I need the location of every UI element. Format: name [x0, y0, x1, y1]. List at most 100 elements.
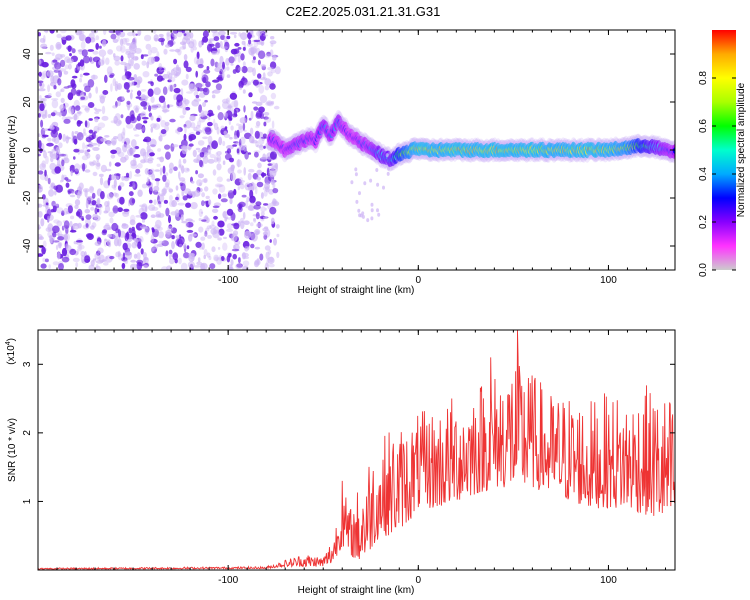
noise-dot	[177, 127, 183, 133]
noise-dot	[215, 152, 218, 157]
noise-dot	[216, 154, 222, 163]
y-tick-label: 2	[22, 430, 33, 436]
noise-dot	[117, 120, 123, 125]
noise-dot	[212, 89, 221, 94]
noise-dot	[44, 169, 47, 177]
noise-dot	[168, 215, 171, 224]
noise-dot	[149, 138, 157, 148]
noise-dot	[264, 245, 271, 251]
noise-dot	[234, 178, 242, 186]
noise-dot	[240, 77, 248, 86]
noise-dot	[61, 247, 68, 257]
noise-dot	[271, 100, 275, 105]
noise-dot	[240, 220, 245, 230]
noise-dot	[150, 234, 155, 243]
noise-dot	[67, 190, 71, 195]
noise-dot	[146, 177, 150, 184]
noise-dot	[269, 239, 272, 243]
noise-dot	[114, 60, 120, 66]
noise-dot	[84, 209, 91, 214]
noise-dot	[272, 55, 277, 61]
noise-dot	[43, 97, 47, 102]
noise-dot	[117, 133, 124, 142]
noise-dot	[82, 132, 87, 136]
noise-dot	[80, 96, 86, 100]
y-tick-label: 40	[22, 48, 33, 60]
noise-dot	[126, 100, 131, 105]
noise-dot	[265, 186, 270, 193]
noise-dot	[185, 221, 189, 228]
noise-dot	[99, 45, 102, 49]
noise-dot	[180, 164, 183, 171]
noise-dot	[172, 30, 179, 34]
noise-dot	[260, 40, 265, 46]
noise-dot	[235, 263, 243, 269]
noise-dot	[53, 219, 60, 224]
noise-dot	[38, 58, 42, 66]
noise-dot	[260, 211, 265, 217]
noise-dot	[269, 168, 277, 178]
noise-dot	[92, 74, 96, 80]
noise-dot	[168, 253, 172, 260]
noise-dot	[152, 30, 157, 35]
noise-dot	[52, 225, 60, 234]
noise-dot	[249, 30, 254, 35]
noise-dot	[237, 66, 243, 72]
noise-dot	[85, 36, 92, 44]
noise-dot	[104, 135, 110, 138]
noise-dot	[146, 61, 150, 69]
noise-dot	[126, 89, 130, 93]
noise-dot	[50, 156, 54, 163]
noise-dot	[94, 241, 102, 247]
noise-dot	[84, 169, 91, 173]
noise-dot	[274, 163, 278, 169]
noise-dot	[38, 226, 42, 230]
noise-dot	[132, 181, 138, 190]
noise-dot	[207, 234, 212, 239]
noise-dot	[74, 131, 79, 135]
noise-dot	[206, 225, 212, 230]
noise-dot	[91, 192, 96, 199]
noise-dot	[168, 188, 174, 193]
noise-dot	[192, 149, 197, 158]
noise-dot	[263, 116, 269, 120]
noise-dot	[54, 166, 61, 174]
noise-dot	[79, 73, 83, 78]
noise-dot	[241, 252, 249, 258]
noise-dot	[122, 242, 128, 251]
noise-dot	[130, 263, 138, 270]
noise-dot	[190, 122, 196, 129]
noise-dot	[193, 98, 201, 102]
noise-dot	[168, 168, 173, 174]
x-tick-label: 100	[600, 575, 617, 586]
noise-dot	[160, 129, 167, 135]
noise-dot	[193, 190, 201, 197]
noise-dot	[153, 34, 159, 42]
noise-dot	[131, 226, 135, 231]
noise-dot	[106, 140, 112, 146]
noise-dot	[84, 189, 88, 198]
noise-dot	[84, 85, 91, 93]
noise-dot	[137, 32, 141, 37]
noise-dot	[211, 47, 218, 51]
noise-dot	[202, 178, 208, 183]
noise-dot	[171, 144, 179, 148]
noise-dot	[165, 172, 169, 176]
noise-dot	[173, 83, 177, 88]
noise-dot	[242, 122, 246, 131]
noise-dot	[266, 100, 273, 105]
noise-dot	[135, 123, 143, 130]
noise-dot	[226, 255, 231, 263]
noise-dot	[226, 178, 231, 182]
noise-dot	[159, 156, 165, 163]
noise-dot	[168, 84, 175, 92]
noise-dot	[128, 45, 132, 51]
noise-dot	[134, 134, 140, 137]
noise-dot	[183, 133, 187, 141]
noise-dot	[38, 153, 41, 157]
noise-dot	[51, 98, 59, 101]
noise-dot	[106, 66, 113, 75]
noise-dot	[121, 136, 126, 144]
noise-dot	[137, 163, 143, 169]
noise-dot	[205, 227, 210, 232]
